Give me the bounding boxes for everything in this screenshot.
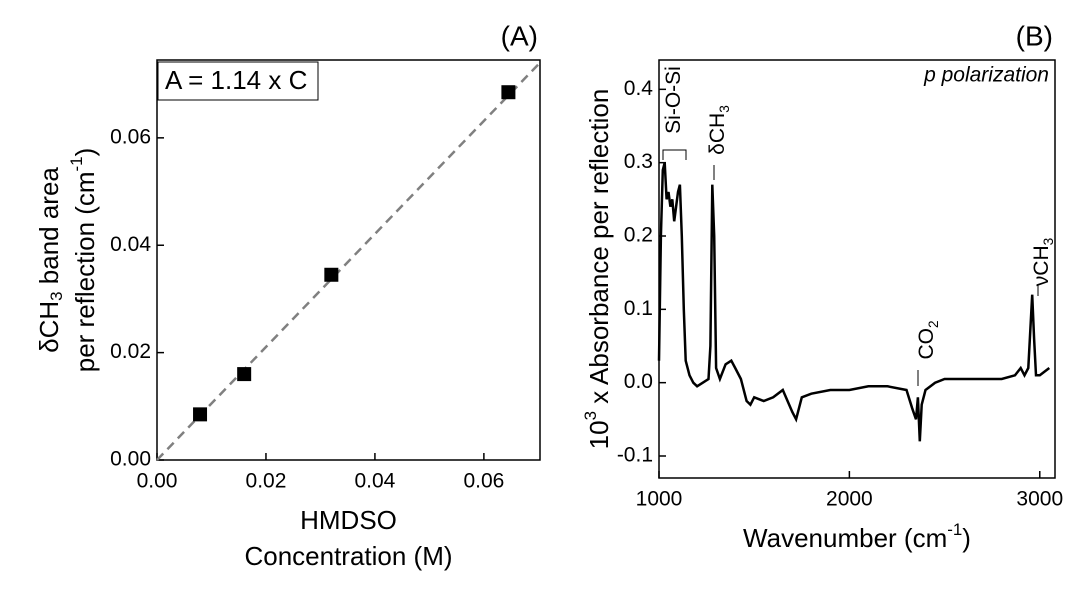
plot-frame	[658, 59, 1056, 479]
peak-label-part: CO	[915, 328, 938, 360]
annotation: p polarization	[923, 64, 1049, 87]
y-axis-label-part: x Absorbance per reflection	[584, 89, 614, 411]
point	[324, 267, 339, 282]
y-axis-label-part: 3	[47, 291, 66, 300]
point	[237, 367, 252, 382]
fit-line	[156, 61, 541, 461]
peak-label-part: δCH	[706, 113, 729, 155]
panel-label: (A)	[501, 20, 538, 51]
x-tick-label: 0.00	[137, 470, 178, 493]
peak-label-part: Si-O-Si	[662, 66, 685, 134]
y-axis-label-part: 3	[581, 411, 600, 420]
y-tick-label: 0.1	[624, 297, 653, 320]
x-tick-label: 0.04	[354, 470, 395, 493]
x-tick-label: 2000	[826, 488, 873, 511]
plot-frame	[156, 59, 541, 461]
bracket	[662, 149, 687, 160]
peak-label-part: 3	[717, 105, 732, 113]
x-axis-label-part: -1	[947, 520, 962, 539]
x-axis-label-part: HMDSO	[300, 505, 397, 535]
annotation-box	[157, 61, 319, 101]
y-axis-label: per reflection (cm-1)	[67, 148, 99, 373]
peak-label: CO2	[915, 320, 941, 359]
y-axis-label-part: δCH	[34, 301, 64, 353]
x-axis-label-part: Wavenumber (cm	[743, 523, 947, 553]
x-tick-label: 1000	[636, 488, 683, 511]
peak-label-part: 3	[1041, 238, 1056, 246]
point	[193, 407, 208, 422]
x-axis-label: HMDSO	[300, 505, 397, 535]
y-tick-label: 0.02	[110, 340, 151, 363]
peak-label: δCH3	[706, 105, 732, 155]
x-axis-label-part: Concentration (M)	[244, 541, 452, 571]
y-axis-label-part: -1	[67, 156, 86, 171]
y-axis-label-part: 10	[584, 420, 614, 449]
point	[501, 85, 516, 100]
peak-label: Si-O-Si	[662, 66, 685, 134]
peak-label-part: 2	[926, 320, 941, 328]
x-axis-label: Wavenumber (cm-1)	[743, 520, 971, 552]
y-axis-label-part: per reflection (cm	[70, 171, 100, 372]
x-tick-label: 0.06	[463, 470, 504, 493]
y-tick-label: 0.3	[624, 150, 653, 173]
y-tick-label: 0.0	[624, 370, 653, 393]
y-axis-label: δCH3 band area	[34, 167, 67, 353]
x-axis-label-part: )	[962, 523, 971, 553]
x-tick-label: 3000	[1016, 488, 1063, 511]
y-tick-label: 0.00	[110, 448, 151, 471]
x-axis-label: Concentration (M)	[244, 541, 452, 571]
y-tick-label: 0.04	[110, 233, 151, 256]
y-tick-label: 0.06	[110, 125, 151, 148]
panel-label: (B)	[1016, 20, 1053, 51]
y-axis-label-part: )	[70, 148, 100, 157]
x-tick-label: 0.02	[246, 470, 287, 493]
spectrum-line	[657, 162, 1051, 442]
annotation: A = 1.14 x C	[165, 65, 307, 95]
peak-label-part: νCH	[1030, 245, 1053, 286]
y-axis-label-part: band area	[34, 167, 64, 292]
y-tick-label: 0.4	[624, 77, 654, 100]
y-tick-label: 0.2	[624, 224, 653, 247]
y-axis-label: 103 x Absorbance per reflection	[581, 89, 613, 450]
y-tick-label: -0.1	[617, 444, 653, 467]
peak-label: νCH3	[1030, 238, 1056, 286]
